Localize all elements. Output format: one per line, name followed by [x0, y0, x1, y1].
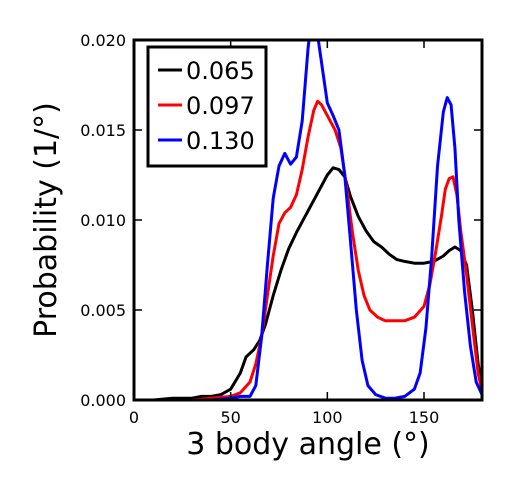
- y-tick-label: 0.000: [80, 391, 126, 410]
- y-tick-label: 0.005: [80, 301, 126, 320]
- y-tick-label: 0.015: [80, 121, 126, 140]
- y-tick-label: 0.010: [80, 211, 126, 230]
- x-tick-label: 150: [409, 408, 440, 427]
- x-axis-label: 3 body angle (°): [186, 427, 430, 462]
- x-tick-label: 0: [129, 408, 139, 427]
- x-tick-label: 100: [312, 408, 343, 427]
- legend: 0.065 0.097 0.130: [146, 45, 268, 168]
- x-tick-label: 50: [220, 408, 240, 427]
- legend-label-2: 0.130: [186, 127, 255, 155]
- legend-label-1: 0.097: [186, 92, 255, 120]
- legend-label-0: 0.065: [186, 57, 255, 85]
- series-line-2: [134, 40, 482, 400]
- series-layer: [134, 40, 482, 400]
- y-tick-label: 0.020: [80, 31, 126, 50]
- tick-layer: 0 50 100 150 0.000 0.005 0.010 0.015 0.020: [80, 31, 482, 427]
- y-axis-label: Probability (1/°): [29, 102, 64, 338]
- series-line-0: [134, 166, 482, 400]
